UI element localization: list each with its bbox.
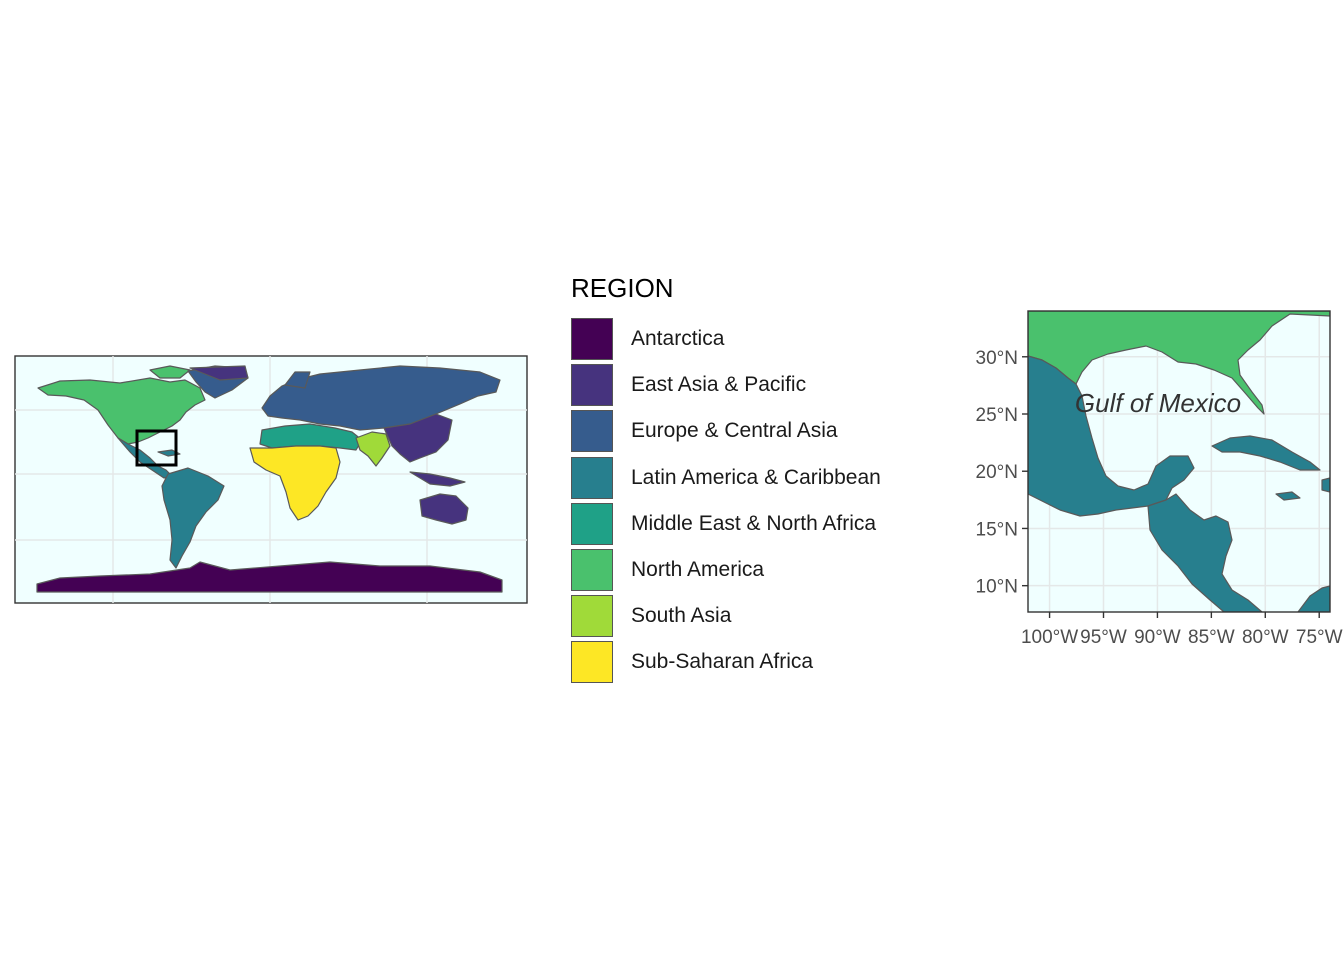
legend-item-europe-central-asia: Europe & Central Asia [571,408,881,454]
gulf-of-mexico-label: Gulf of Mexico [1075,388,1241,418]
inset-jamaica [1275,491,1301,501]
legend-item-latin-america-caribbean: Latin America & Caribbean [571,455,881,501]
inset-x-tick-label: 75°W [1296,627,1343,648]
legend-swatch [571,549,613,592]
legend-item-middle-east-north-africa: Middle East & North Africa [571,501,881,547]
inset-y-tick-label: 30°N [976,348,1018,369]
inset-hispaniola [1321,477,1330,493]
legend-item-north-america: North America [571,547,881,593]
gulf-of-mexico-highlight-box [135,429,178,467]
legend-swatch [571,410,613,453]
region-east-asia-islands [409,471,466,487]
legend-swatch [571,364,613,407]
legend-swatch [571,595,613,638]
legend-swatch [571,641,613,684]
legend-label: East Asia & Pacific [631,373,807,397]
region-europe-central-asia [261,365,501,431]
region-north-america [37,377,206,445]
legend-item-antarctica: Antarctica [571,316,881,362]
region-latin-america-south [161,467,225,569]
legend-swatch [571,318,613,361]
region-sub-saharan-africa [249,445,341,521]
legend-label: South Asia [631,604,732,628]
legend-item-east-asia-pacific: East Asia & Pacific [571,362,881,408]
inset-y-tick-label: 25°N [976,405,1018,426]
region-south-asia [355,431,391,467]
legend-swatch [571,456,613,499]
legend-title: REGION [571,273,674,303]
inset-cuba [1211,435,1321,471]
inset-x-tick-label: 90°W [1134,627,1181,648]
legend-label: North America [631,558,765,582]
region-east-asia-australia [419,493,469,525]
inset-central-america [1147,493,1263,612]
inset-x-tick-label: 80°W [1242,627,1289,648]
legend-item-sub-saharan-africa: Sub-Saharan Africa [571,639,881,685]
legend: REGION Antarctica East Asia & Pacific Eu… [571,272,881,686]
inset-axis-ticks: 100°W 95°W 90°W 85°W 80°W 75°W 10°N 15°N 20°N 25°… [976,348,1343,648]
region-east-asia-pacific [383,413,453,463]
legend-swatch [571,502,613,545]
inset-y-tick-label: 15°N [976,519,1018,540]
region-europe-scandinavia [284,371,311,389]
legend-item-south-asia: South Asia [571,593,881,639]
inset-mexico [1028,355,1195,517]
inset-map-frame [1027,310,1331,613]
inset-y-tick-label: 10°N [976,577,1018,598]
legend-label: Sub-Saharan Africa [631,650,814,674]
inset-y-tick-label: 20°N [976,462,1018,483]
legend-label: Europe & Central Asia [631,419,838,443]
inset-south-america [1297,585,1330,612]
legend-items: Antarctica East Asia & Pacific Europe & … [571,316,881,686]
inset-x-tick-label: 85°W [1188,627,1235,648]
inset-x-tick-label: 100°W [1021,627,1078,648]
region-east-asia-arctic [189,365,249,381]
legend-label: Middle East & North Africa [631,511,877,535]
legend-label: Latin America & Caribbean [631,465,881,489]
region-antarctica [36,561,503,593]
inset-x-tick-label: 95°W [1080,627,1127,648]
legend-label: Antarctica [631,327,725,351]
